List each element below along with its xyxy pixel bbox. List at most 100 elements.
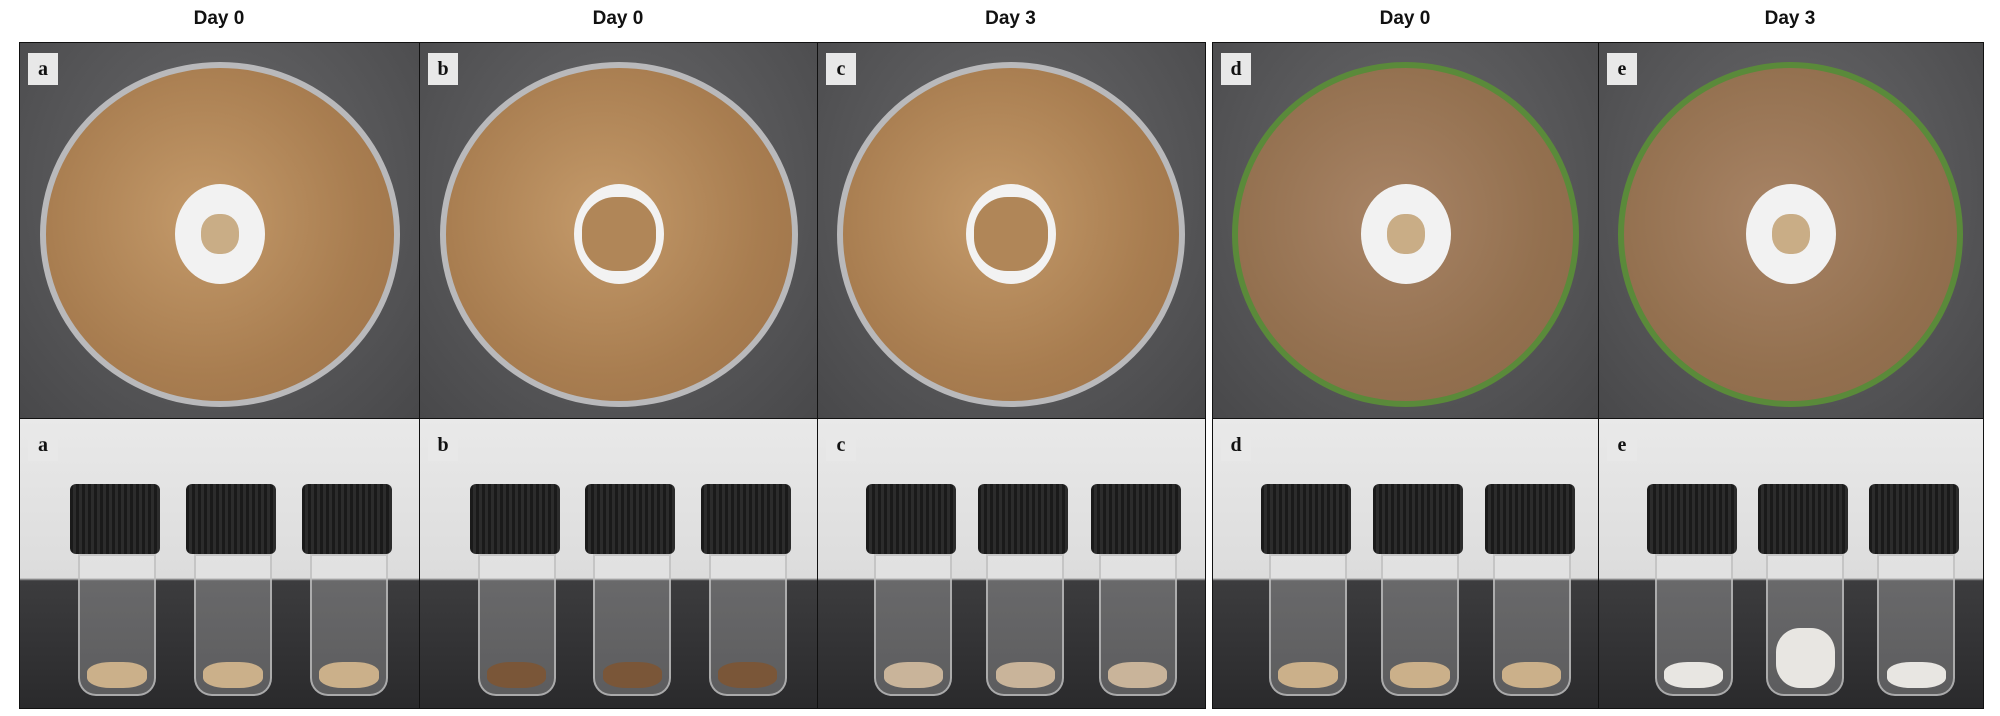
vial (978, 484, 1069, 696)
panel-label: e (1607, 429, 1637, 461)
vial (585, 484, 676, 696)
petri-dish-photo-d: d (1212, 42, 1600, 419)
vial-glass (1380, 554, 1459, 696)
vial-glass (1098, 554, 1177, 696)
sample (1771, 214, 1810, 255)
vial-content (717, 662, 778, 688)
vial-glass (78, 554, 156, 696)
vial-content (87, 662, 147, 688)
vial-content (319, 662, 379, 688)
petri-dish-photo-e: e (1598, 42, 1984, 419)
vials-photo-c: c (817, 418, 1206, 709)
panel-label: b (428, 429, 458, 461)
petri-dish-photo-c: c (817, 42, 1206, 419)
vial-glass (593, 554, 672, 696)
vial (1646, 484, 1737, 696)
vial-content (203, 662, 263, 688)
sample (1386, 214, 1425, 255)
petri-dish-photo-a: a (19, 42, 421, 419)
vial-content (1775, 628, 1835, 688)
vial-cap (186, 484, 276, 554)
vials-photo-d: d (1212, 418, 1600, 709)
vial (700, 484, 791, 696)
sample (581, 197, 656, 272)
vial-glass (1654, 554, 1733, 696)
vial-cap (1869, 484, 1960, 554)
vial-content (602, 662, 662, 688)
filter-paper (1360, 184, 1451, 285)
column-header: Day 3 (1764, 8, 1816, 29)
vial-glass (477, 554, 556, 696)
vial-content (1502, 662, 1562, 688)
panel-label: c (826, 53, 856, 85)
vial (1372, 484, 1463, 696)
sample (200, 214, 239, 255)
panel-label: d (1221, 53, 1251, 85)
vial-cap (1758, 484, 1849, 554)
vial-cap (70, 484, 160, 554)
vials-photo-a: a (19, 418, 421, 709)
vial (866, 484, 957, 696)
filter-paper (573, 184, 664, 285)
panel-label: a (28, 53, 58, 85)
vial (1869, 484, 1960, 696)
vial-content (1108, 662, 1168, 688)
vial-content (1390, 662, 1450, 688)
column-header: Day 0 (1379, 8, 1431, 29)
column-header: Day 3 (985, 8, 1036, 29)
petri-dish (837, 61, 1186, 407)
filter-paper (174, 184, 265, 285)
vial-cap (469, 484, 560, 554)
vial-glass (874, 554, 953, 696)
vial-content (1278, 662, 1338, 688)
vials-photo-b: b (419, 418, 819, 709)
vial-cap (978, 484, 1069, 554)
vial-cap (1646, 484, 1737, 554)
filter-paper (966, 184, 1057, 285)
column-header: Day 0 (592, 8, 644, 29)
vial-glass (1269, 554, 1348, 696)
vial (1090, 484, 1181, 696)
vial-content (883, 662, 943, 688)
vial-content (1886, 662, 1947, 688)
vial-glass (194, 554, 272, 696)
vial (469, 484, 560, 696)
column-header: Day 0 (193, 8, 245, 29)
panel-label: a (28, 429, 58, 461)
vial (302, 484, 392, 696)
vial-content (995, 662, 1055, 688)
petri-dish (39, 61, 400, 407)
petri-dish (1232, 61, 1580, 407)
vial-glass (310, 554, 388, 696)
filter-paper (1745, 184, 1836, 285)
vial-glass (1766, 554, 1845, 696)
panel-label: c (826, 429, 856, 461)
panel-label: e (1607, 53, 1637, 85)
vial-content (487, 662, 547, 688)
vials-photo-e: e (1598, 418, 1984, 709)
petri-dish-photo-b: b (419, 42, 819, 419)
vial-content (1664, 662, 1724, 688)
vial (70, 484, 160, 696)
vial (1484, 484, 1575, 696)
vial-cap (1484, 484, 1575, 554)
panel-label: d (1221, 429, 1251, 461)
vial (1261, 484, 1352, 696)
sample (974, 197, 1049, 272)
vial-glass (708, 554, 787, 696)
vial-cap (1090, 484, 1181, 554)
vial-glass (1492, 554, 1571, 696)
vial-glass (1877, 554, 1956, 696)
petri-dish (1618, 61, 1964, 407)
vial-cap (1261, 484, 1352, 554)
vial (186, 484, 276, 696)
petri-dish (439, 61, 798, 407)
vial-cap (866, 484, 957, 554)
vial-cap (585, 484, 676, 554)
panel-label: b (428, 53, 458, 85)
vial-cap (1372, 484, 1463, 554)
vial-cap (700, 484, 791, 554)
vial (1758, 484, 1849, 696)
vial-cap (302, 484, 392, 554)
